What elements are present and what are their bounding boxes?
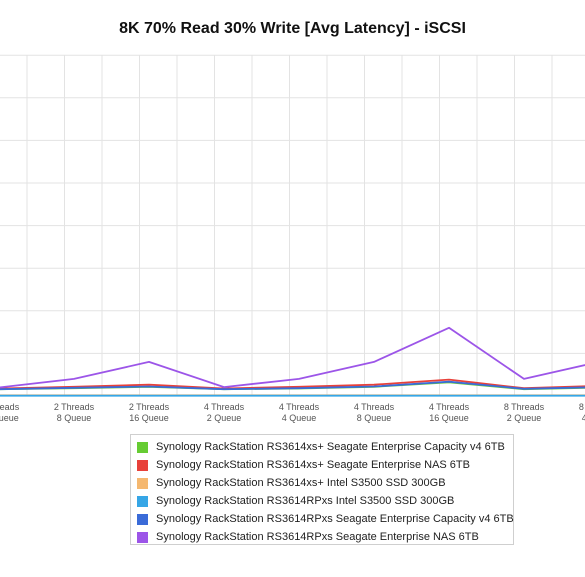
x-tick-label: 4 Threads 2 Queue — [204, 402, 245, 423]
legend-item-1: Synology RackStation RS3614xs+ Seagate E… — [137, 438, 513, 456]
legend-item-2: Synology RackStation RS3614xs+ Seagate E… — [137, 456, 513, 474]
series-line-5 — [0, 380, 585, 391]
x-tick-label: 8 Threads 2 Queue — [504, 402, 545, 423]
legend-label: Synology RackStation RS3614RPxs Seagate … — [156, 531, 479, 543]
x-tick-label: 4 Threads 16 Queue — [429, 402, 470, 423]
x-tick-label: 4 Threads 8 Queue — [354, 402, 395, 423]
legend-swatch — [137, 459, 148, 471]
legend-label: Synology RackStation RS3614xs+ Seagate E… — [156, 441, 505, 453]
legend-swatch — [137, 477, 148, 489]
legend: Synology RackStation RS3614xs+ Seagate E… — [130, 434, 514, 545]
legend-swatch — [137, 495, 148, 507]
grid-lines — [0, 54, 585, 397]
legend-label: Synology RackStation RS3614xs+ Seagate E… — [156, 459, 470, 471]
x-tick-label: 2 Threads 16 Queue — [129, 402, 170, 423]
legend-label: Synology RackStation RS3614xs+ Intel S35… — [156, 477, 446, 489]
x-tick-label: 2 Threads 8 Queue — [54, 402, 95, 423]
legend-item-4: Synology RackStation RS3614RPxs Intel S3… — [137, 492, 513, 510]
series-lines — [0, 326, 585, 397]
series-line-6 — [0, 326, 585, 389]
legend-swatch — [137, 441, 148, 453]
series-line-2 — [0, 378, 585, 390]
legend-swatch — [137, 531, 148, 543]
legend-label: Synology RackStation RS3614RPxs Intel S3… — [156, 495, 455, 507]
legend-label: Synology RackStation RS3614RPxs Seagate … — [156, 513, 514, 525]
legend-swatch — [137, 513, 148, 525]
legend-item-6: Synology RackStation RS3614RPxs Seagate … — [137, 528, 513, 546]
x-tick-label: 4 Threads 4 Queue — [279, 402, 320, 423]
legend-item-3: Synology RackStation RS3614xs+ Intel S35… — [137, 474, 513, 492]
legend-item-5: Synology RackStation RS3614RPxs Seagate … — [137, 510, 514, 528]
chart-title: 8K 70% Read 30% Write [Avg Latency] - iS… — [119, 20, 466, 37]
